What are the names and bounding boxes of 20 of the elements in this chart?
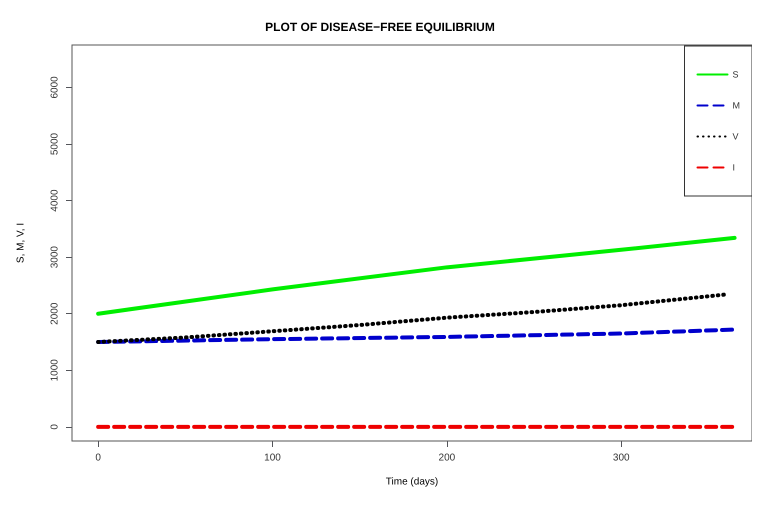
legend-label: M [732,100,740,110]
chart-title: PLOT OF DISEASE−FREE EQUILIBRIUM [265,20,495,34]
legend-label: S [732,70,739,80]
x-tick-label: 100 [264,452,282,464]
y-axis-title: S, M, V, I [16,222,26,264]
x-tick-label: 200 [438,452,456,464]
y-tick-label: 2000 [50,302,60,325]
line-series [96,236,737,316]
legend-label: V [732,132,739,142]
y-tick-label: 4000 [50,189,60,212]
y-tick-label: 6000 [50,76,60,99]
x-axis-title: Time (days) [386,476,438,488]
y-tick-label: 1000 [50,358,60,382]
y-tick-label: 0 [50,424,60,430]
line-series [96,292,728,344]
y-tick-label: 3000 [50,246,60,268]
x-tick-label: 0 [95,452,102,464]
x-tick-label: 300 [612,452,630,464]
y-tick-label: 5000 [50,132,60,156]
legend-label: I [732,162,736,172]
